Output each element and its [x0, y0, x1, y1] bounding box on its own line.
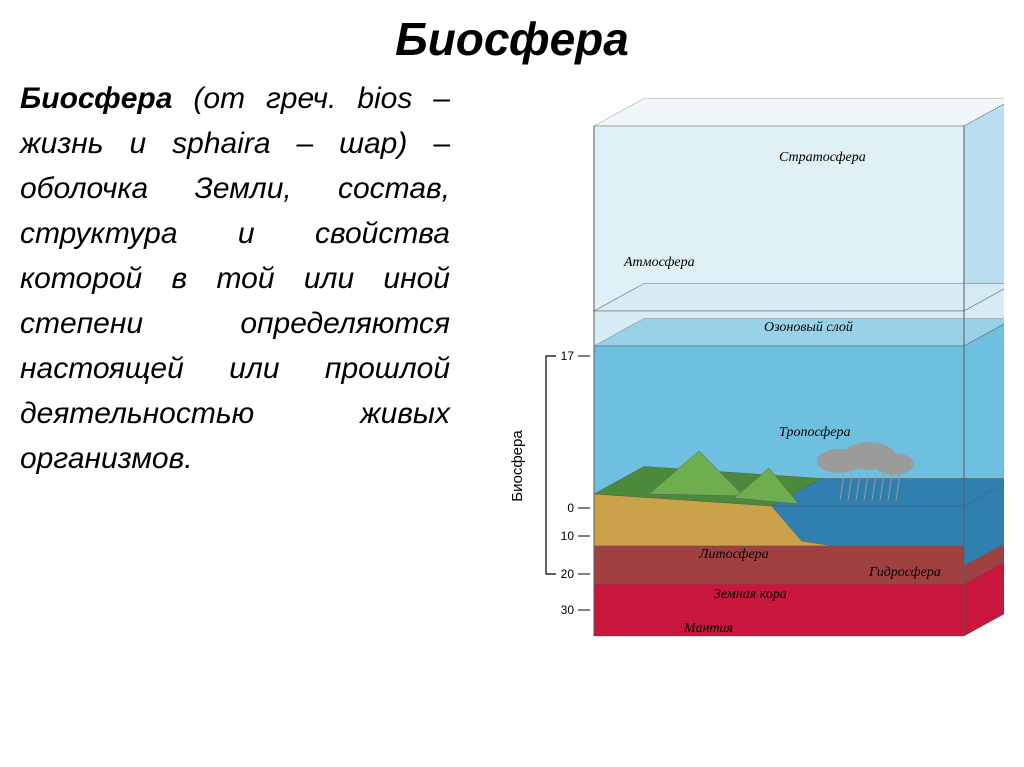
svg-text:Мантия: Мантия: [683, 621, 733, 636]
svg-text:0: 0: [567, 501, 574, 515]
svg-text:10: 10: [561, 529, 575, 543]
svg-text:Тропосфера: Тропосфера: [779, 425, 850, 440]
svg-text:Атмосфера: Атмосфера: [623, 255, 695, 270]
svg-text:Литосфера: Литосфера: [698, 547, 769, 562]
svg-text:17: 17: [561, 349, 575, 363]
svg-text:Земная кора: Земная кора: [714, 587, 787, 602]
page-title: Биосфера: [0, 0, 1024, 66]
definition-body: – оболочка Земли, состав, структура и св…: [20, 127, 450, 475]
term: Биосфера: [20, 82, 172, 115]
biosphere-diagram: Стратосфера Атмосфера Озоновый слой Тропосф…: [470, 76, 1004, 696]
svg-text:30: 30: [561, 603, 575, 617]
diagram-svg: Стратосфера Атмосфера Озоновый слой Тропосф…: [474, 76, 1004, 696]
svg-text:20: 20: [561, 567, 575, 581]
svg-text:Озоновый слой: Озоновый слой: [764, 320, 853, 335]
svg-text:Стратосфера: Стратосфера: [779, 150, 866, 165]
svg-text:Биосфера: Биосфера: [509, 430, 526, 502]
svg-text:Гидросфера: Гидросфера: [868, 565, 941, 580]
content: Биосфера (от греч. bios – жизнь и sphair…: [0, 66, 1024, 696]
definition-text: Биосфера (от греч. bios – жизнь и sphair…: [20, 76, 450, 696]
